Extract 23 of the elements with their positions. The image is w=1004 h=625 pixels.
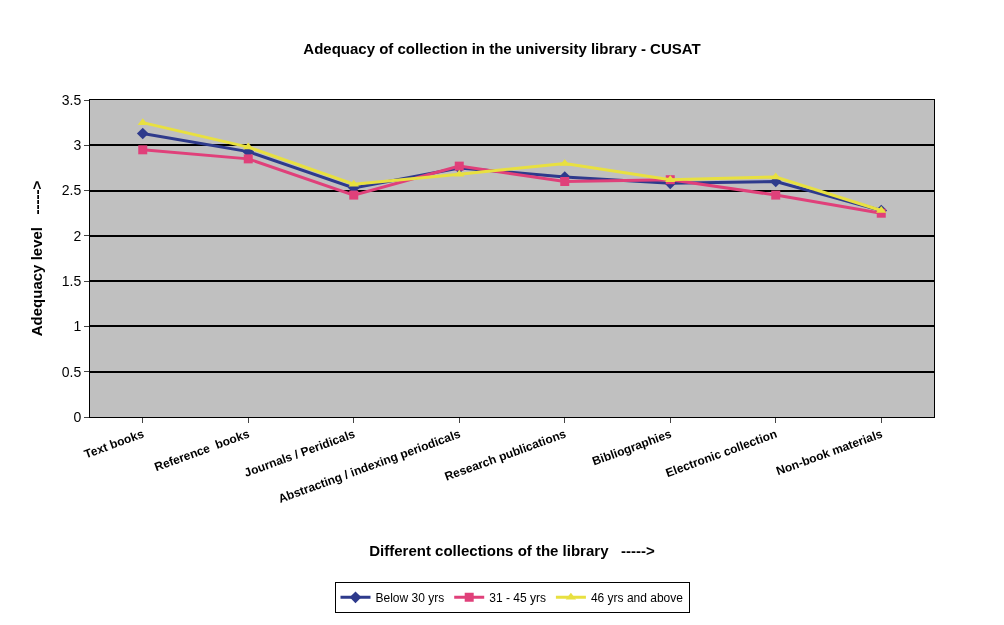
y-tick-label: 0.5: [61, 363, 82, 380]
y-tick-label: 3: [73, 137, 82, 154]
point: [771, 190, 781, 200]
y-tick-label: 2.5: [61, 182, 82, 199]
point: [243, 154, 253, 164]
y-tick-label: 1: [73, 318, 82, 335]
point: [136, 127, 149, 140]
legend-label: Below 30 yrs: [375, 591, 445, 606]
y-tick-label: 0: [73, 408, 82, 425]
y-tick-label: 3.5: [61, 91, 82, 108]
legend-label: 46 yrs and above: [590, 591, 684, 606]
point: [454, 169, 465, 177]
chart-title: Adequacy of collection in the university library - CUSAT: [303, 40, 701, 58]
point: [138, 145, 148, 155]
x-axis-title: Different collections of the library ----->: [369, 541, 655, 559]
legend-label: 31 - 45 yrs: [489, 591, 546, 606]
point: [560, 177, 570, 187]
point: [559, 158, 570, 166]
x-tick-label: Text books: [82, 426, 147, 462]
point: [349, 190, 359, 200]
y-axis-title: Adequacy level ----->: [27, 180, 45, 337]
y-tick-label: 1.5: [61, 273, 82, 290]
y-tick-label: 2: [73, 227, 82, 244]
